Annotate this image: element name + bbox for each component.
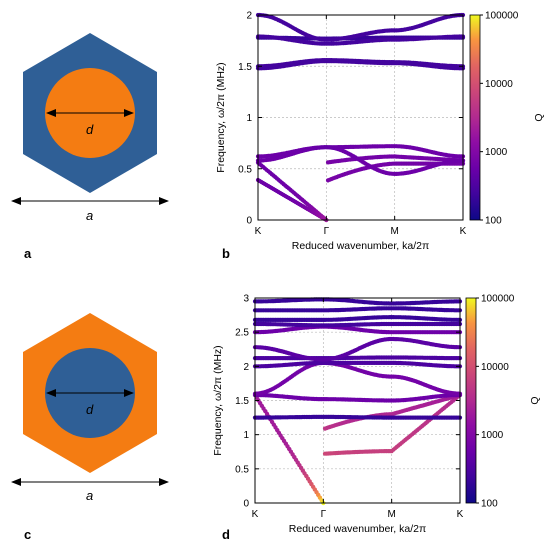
colorbar-tick-label: 100000	[481, 294, 515, 305]
x-tick-label: K	[460, 226, 467, 237]
x-tick-label: K	[457, 509, 464, 520]
band-series	[252, 355, 463, 361]
band-series	[252, 306, 463, 313]
colorbar-tick-label: 1000	[481, 430, 504, 441]
colorbar-tick-label: 10000	[485, 79, 513, 90]
y-tick-label: 3	[243, 294, 249, 305]
inner-dimension-label: d	[86, 122, 94, 137]
colorbar-tick-label: 10000	[481, 362, 509, 373]
x-tick-label: K	[255, 226, 262, 237]
x-tick-label: K	[252, 509, 259, 520]
panel-label-d: d	[222, 527, 230, 542]
colorbar: 100000 10000 1000 100 Q	[465, 294, 541, 510]
colorbar: 100000 10000 1000 100 Q	[469, 11, 545, 227]
band-series	[252, 360, 463, 369]
inner-dimension-label: d	[86, 402, 94, 417]
y-tick-label: 0.5	[235, 464, 249, 475]
colorbar-gradient	[465, 297, 477, 504]
band-series	[252, 336, 463, 362]
y-axis-label: Frequency, ω/2π (MHz)	[215, 62, 227, 172]
colorbar-label: Q	[529, 396, 541, 404]
unit-cell-c: d a	[11, 313, 169, 503]
unit-cell-a: d a	[11, 33, 169, 223]
y-tick-label: 1	[243, 430, 249, 441]
y-axis-label: Frequency, ω/2π (MHz)	[212, 345, 224, 455]
x-tick-label: Γ	[321, 509, 327, 520]
band-series	[255, 34, 466, 46]
y-tick-label: 1.5	[235, 396, 249, 407]
band-series	[252, 392, 463, 506]
outer-dimension-label: a	[86, 208, 93, 223]
x-axis-label: Reduced wavenumber, ka/2π	[292, 240, 429, 252]
band-series	[252, 414, 463, 420]
y-tick-label: 2	[243, 362, 249, 373]
panel-label-b: b	[222, 246, 230, 261]
outer-dimension-label: a	[86, 488, 93, 503]
y-tick-label: 0	[243, 499, 249, 510]
y-tick-label: 1	[246, 113, 252, 124]
y-tick-label: 2.5	[235, 328, 249, 339]
band-series	[255, 58, 466, 69]
band-series	[255, 144, 466, 159]
x-axis-label: Reduced wavenumber, ka/2π	[289, 523, 426, 535]
x-tick-label: M	[390, 226, 398, 237]
y-tick-label: 0	[246, 216, 252, 227]
panel-label-c: c	[24, 527, 31, 542]
colorbar-tick-label: 100000	[485, 11, 519, 22]
colorbar-label: Q	[533, 113, 545, 121]
colorbar-gradient	[469, 14, 481, 221]
colorbar-tick-label: 1000	[485, 147, 508, 158]
x-tick-label: Γ	[324, 226, 330, 237]
y-tick-label: 0.5	[238, 164, 252, 175]
band-series	[252, 392, 463, 506]
band-series	[255, 161, 466, 223]
y-tick-label: 2	[246, 11, 252, 22]
colorbar-tick-label: 100	[485, 216, 502, 227]
x-tick-label: M	[387, 509, 395, 520]
colorbar-tick-label: 100	[481, 499, 498, 510]
band-series	[252, 315, 463, 322]
panel-label-a: a	[24, 246, 32, 261]
y-tick-label: 1.5	[238, 62, 252, 73]
band-series	[252, 297, 463, 306]
band-series	[252, 321, 463, 328]
